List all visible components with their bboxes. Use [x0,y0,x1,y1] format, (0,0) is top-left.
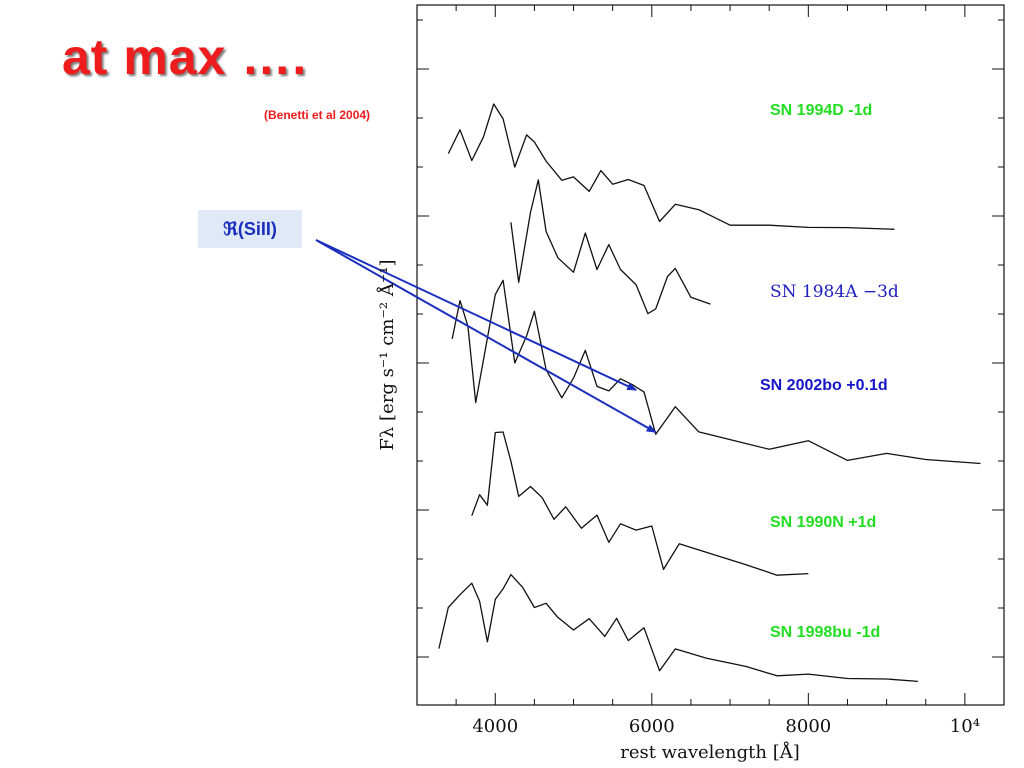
y-axis-label: Fλ [erg s⁻¹ cm⁻² Å⁻¹] [376,259,398,450]
citation: (Benetti et al 2004) [264,108,371,122]
x-tick-label: 6000 [629,716,675,737]
spectrum-line-2 [451,279,981,465]
series-label-4: SN 1998bu -1d [770,624,880,641]
plot-frame [416,4,1005,706]
x-axis-label: rest wavelength [Å] [620,741,800,763]
slide-title: at max …. [62,29,308,85]
x-tick-label: 10⁴ [950,716,980,737]
spectrum-line-3 [471,431,809,576]
sill-arrow-0 [315,239,638,391]
series-label-2: SN 2002bo +0.1d [760,377,888,394]
series-label-3: SN 1990N +1d [770,514,876,531]
spectrum-line-0 [447,103,895,230]
x-tick-label: 4000 [472,716,518,737]
spectrum-line-1 [510,179,711,315]
x-tick-label: 8000 [785,716,831,737]
sill-arrow-1 [315,239,657,434]
series-labels: SN 1994D -1d SN 1984A −3d SN 2002bo +0.1d S… [760,102,899,641]
tick-group [416,5,1005,705]
series-label-1: SN 1984A −3d [770,282,899,302]
series-group [438,103,981,683]
x-tick-labels: 4000 6000 8000 10⁴ [472,716,980,737]
series-label-0: SN 1994D -1d [770,102,872,119]
sill-ratio-label: ℜ(SiII) [198,210,302,248]
arrows [315,239,657,434]
spectrum-line-4 [438,573,918,683]
